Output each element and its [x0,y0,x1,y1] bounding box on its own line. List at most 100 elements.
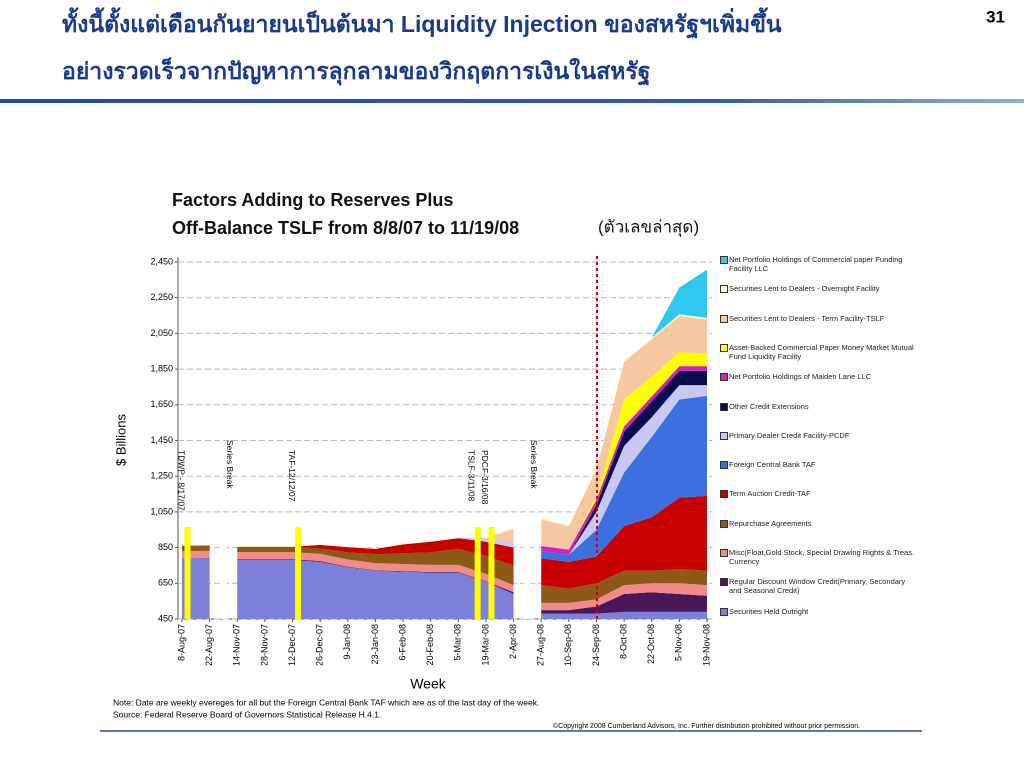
legend-label: Primary Dealer Credit Facility-PCDF [729,430,850,440]
area [237,538,514,549]
x-tick-label: 28-Nov-07 [259,624,269,666]
chart-title: Factors Adding to Reserves Plus [172,190,453,210]
x-tick-label: 9-Jan-08 [342,624,352,660]
area [541,385,707,555]
y-tick-label: 450 [158,613,173,623]
legend-label: Securities Held Outright [729,606,809,616]
legend-item: Term Auction Credit-TAF [720,489,919,499]
legend-label: Securities Lent to Dealers - Term Facili… [729,313,885,323]
legend-label: Term Auction Credit-TAF [729,489,811,499]
x-tick-label: 20-Feb-08 [425,624,435,666]
legend-swatch [720,578,728,587]
x-tick-label: 6-Feb-08 [397,624,407,661]
area [237,546,514,586]
legend-item: Securities Held Outright [720,607,919,616]
y-tick-label: 1,250 [150,471,173,481]
x-tick-label: 2-Apr-08 [508,624,518,659]
y-tick-label: 850 [158,542,173,552]
x-tick-label: 22-Oct-08 [646,624,656,664]
area [541,269,707,525]
legend-swatch [720,402,728,411]
legend-label: Repurchase Agreements [729,518,812,528]
area [541,592,707,614]
x-tick-label: 5-Nov-08 [674,624,684,661]
legend-label: Net Portfolio Holdings of Commercial pap… [729,255,903,273]
legend-label: Net Portfolio Holdings of Maiden Lane LL… [729,372,872,382]
x-tick-label: 5-Mar-08 [453,624,463,661]
legend-label: Securities Lent to Dealers - Overnight F… [729,284,880,294]
chart-title-note: (ตัวเลขล่าสุด) [598,217,699,237]
x-tick-label: 14-Nov-07 [232,624,242,666]
legend-swatch [720,314,728,323]
x-tick-label: 19-Nov-08 [701,624,711,666]
y-tick-label: 2,450 [150,256,173,266]
annotation: TAF-12/12/07 [287,450,297,502]
annotation: Series Break [225,440,235,489]
header-rule [0,99,1024,103]
legend-swatch [720,549,728,557]
area [541,316,707,550]
area [541,583,707,611]
slide-title: ทั้งนี้ตั้งแต่เดือนกันยายนเป็นต้นมา Liqu… [62,7,782,39]
event-bar [474,527,481,619]
legend-item: Other Credit Extensions [720,402,919,411]
legend-swatch [720,519,728,528]
y-tick-label: 1,050 [150,506,173,516]
legend-item: Misc(Float,Gold Stock, Special Drawing R… [720,548,919,566]
chart-title: Off-Balance TSLF from 8/8/07 to 11/19/08 [172,218,519,238]
legend-label: Regular Discount Window Credit(Primary, … [729,577,906,596]
legend-swatch [720,431,728,440]
legend-swatch [720,285,728,294]
legend-item: Net Portfolio Holdings of Maiden Lane LL… [720,372,919,382]
x-tick-label: 22-Aug-07 [204,624,214,666]
area [541,495,707,589]
page-number: 31 [986,7,1005,26]
legend-item: Net Portfolio Holdings of Commercial pap… [720,255,919,273]
legend-swatch [720,461,728,470]
event-bar [220,527,227,619]
annotation: PDCF-3/16/08 [480,450,490,505]
y-tick-label: 650 [158,578,173,588]
y-tick-label: 1,450 [150,435,173,445]
y-tick-label: 2,250 [150,292,173,302]
legend-swatch [720,490,728,499]
legend-label: Misc(Float,Gold Stock, Special Drawing R… [729,548,915,566]
plot-area [182,269,707,619]
x-tick-label: 10-Sep-08 [563,624,573,666]
legend-item: Primary Dealer Credit Facility-PCDF [720,431,919,440]
event-bar [295,527,302,619]
x-tick-label: 27-Aug-08 [536,624,546,666]
legend-item: Repurchase Agreements [720,519,919,528]
legend-label: Other Credit Extensions [729,401,809,411]
area [237,527,514,549]
y-tick-label: 2,050 [150,328,173,338]
x-tick-label: 26-Dec-07 [315,624,325,666]
copyright: ©Copyright 2008 Cumberland Advisors, Inc… [553,722,860,730]
legend-label: Asset-Backed Commercial Paper Money Mark… [729,342,914,361]
source: Source: Federal Reserve Board of Governo… [113,709,381,719]
area [237,538,514,566]
legend-swatch [720,373,728,382]
area [541,395,707,562]
legend-item: Securities Lent to Dealers - Overnight F… [720,284,919,294]
area [237,560,514,619]
legend-item: Regular Discount Window Credit(Primary, … [720,577,919,595]
event-bar [524,527,531,619]
legend-item: Asset-Backed Commercial Paper Money Mark… [720,343,919,361]
x-tick-label: 19-Mar-08 [480,624,490,666]
x-tick-label: 12-Dec-07 [287,624,297,666]
x-tick-label: 8-Aug-07 [176,624,186,661]
event-bar [184,527,191,619]
x-axis-label: Week [410,676,447,692]
legend-item: Foreign Central Bank TAF [720,460,919,470]
x-tick-label: 23-Jan-08 [370,624,380,665]
legend-swatch [720,343,728,352]
area [237,552,514,593]
note: Note: Date are weekly evereges for all b… [113,697,539,707]
y-axis-label: $ Billions [113,413,128,466]
x-tick-label: 8-Oct-08 [618,624,628,659]
area [541,569,707,603]
annotation: TDWP - 8/17/07 [176,450,186,511]
